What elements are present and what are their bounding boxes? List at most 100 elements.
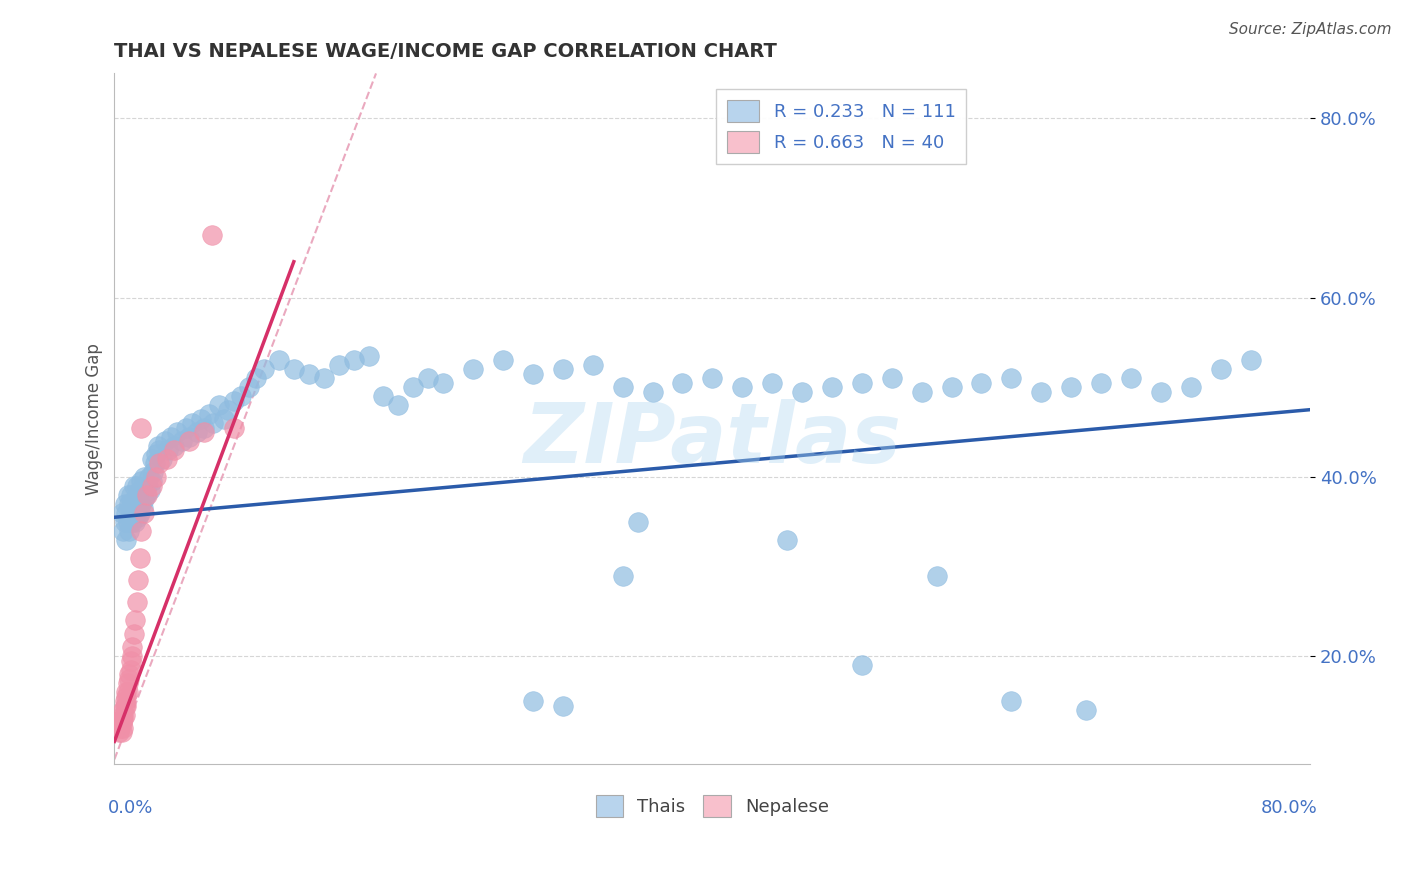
Point — [222, 420, 245, 434]
Point — [111, 716, 134, 731]
Point — [522, 367, 544, 381]
Point — [127, 488, 149, 502]
Point — [131, 420, 153, 434]
Point — [880, 371, 903, 385]
Point — [1119, 371, 1142, 385]
Point — [851, 376, 873, 390]
Point — [118, 524, 141, 538]
Point — [108, 725, 131, 739]
Point — [112, 721, 135, 735]
Point — [522, 694, 544, 708]
Point — [150, 452, 173, 467]
Point — [941, 380, 963, 394]
Point — [134, 506, 156, 520]
Point — [127, 573, 149, 587]
Point — [145, 448, 167, 462]
Point — [1090, 376, 1112, 390]
Point — [111, 506, 134, 520]
Point — [181, 416, 204, 430]
Point — [821, 380, 844, 394]
Point — [174, 420, 197, 434]
Point — [157, 442, 180, 457]
Point — [131, 524, 153, 538]
Point — [135, 488, 157, 502]
Point — [1060, 380, 1083, 394]
Point — [253, 362, 276, 376]
Point — [761, 376, 783, 390]
Point — [402, 380, 425, 394]
Point — [1000, 371, 1022, 385]
Point — [1031, 384, 1053, 399]
Point — [124, 515, 146, 529]
Point — [117, 515, 139, 529]
Point — [136, 488, 159, 502]
Point — [612, 380, 634, 394]
Point — [197, 407, 219, 421]
Point — [1150, 384, 1173, 399]
Point — [373, 389, 395, 403]
Point — [128, 506, 150, 520]
Point — [121, 640, 143, 655]
Point — [112, 703, 135, 717]
Point — [115, 533, 138, 547]
Point — [970, 376, 993, 390]
Point — [143, 457, 166, 471]
Point — [163, 442, 186, 457]
Point — [238, 380, 260, 394]
Point — [112, 712, 135, 726]
Point — [122, 479, 145, 493]
Point — [115, 698, 138, 713]
Point — [702, 371, 724, 385]
Point — [671, 376, 693, 390]
Point — [125, 595, 148, 609]
Point — [612, 568, 634, 582]
Point — [432, 376, 454, 390]
Point — [110, 716, 132, 731]
Point — [163, 438, 186, 452]
Point — [200, 227, 222, 242]
Point — [112, 524, 135, 538]
Point — [127, 510, 149, 524]
Text: 80.0%: 80.0% — [1261, 798, 1317, 816]
Point — [222, 393, 245, 408]
Point — [128, 483, 150, 498]
Point — [141, 479, 163, 493]
Point — [139, 483, 162, 498]
Point — [112, 707, 135, 722]
Point — [122, 506, 145, 520]
Point — [146, 438, 169, 452]
Point — [120, 488, 142, 502]
Point — [115, 685, 138, 699]
Point — [776, 533, 799, 547]
Point — [145, 470, 167, 484]
Point — [342, 353, 364, 368]
Point — [357, 349, 380, 363]
Point — [156, 452, 179, 467]
Text: 0.0%: 0.0% — [107, 798, 153, 816]
Point — [117, 488, 139, 502]
Point — [267, 353, 290, 368]
Point — [202, 416, 225, 430]
Point — [166, 425, 188, 439]
Point — [231, 389, 253, 403]
Point — [186, 425, 208, 439]
Point — [114, 698, 136, 713]
Point — [208, 398, 231, 412]
Point — [117, 685, 139, 699]
Point — [155, 434, 177, 448]
Point — [120, 506, 142, 520]
Point — [141, 452, 163, 467]
Point — [118, 667, 141, 681]
Point — [492, 353, 515, 368]
Point — [193, 420, 215, 434]
Point — [138, 470, 160, 484]
Point — [418, 371, 440, 385]
Y-axis label: Wage/Income Gap: Wage/Income Gap — [86, 343, 103, 494]
Point — [551, 698, 574, 713]
Point — [217, 402, 239, 417]
Point — [463, 362, 485, 376]
Point — [121, 515, 143, 529]
Point — [851, 658, 873, 673]
Point — [117, 676, 139, 690]
Point — [911, 384, 934, 399]
